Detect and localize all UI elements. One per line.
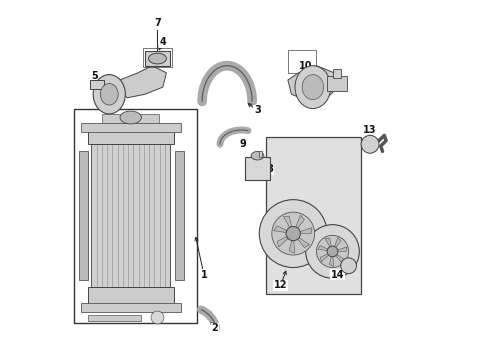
Circle shape [327, 246, 338, 257]
Bar [259, 152, 262, 157]
Bar [79, 152, 88, 280]
Ellipse shape [93, 75, 125, 114]
Circle shape [341, 258, 356, 274]
Circle shape [259, 200, 327, 267]
Text: 1: 1 [200, 270, 207, 280]
Ellipse shape [251, 152, 264, 160]
Ellipse shape [100, 84, 118, 105]
Text: 13: 13 [363, 125, 377, 135]
Polygon shape [288, 66, 338, 102]
Polygon shape [283, 216, 293, 234]
Polygon shape [293, 228, 312, 234]
Bar [288, 50, 317, 73]
Text: 9: 9 [240, 139, 246, 149]
Bar [92, 144, 170, 287]
Text: 6: 6 [101, 87, 108, 98]
Text: 12: 12 [274, 280, 288, 291]
Text: 2: 2 [211, 323, 218, 333]
Polygon shape [277, 234, 293, 247]
Polygon shape [120, 66, 167, 98]
Text: 7: 7 [154, 18, 161, 28]
Bar [88, 315, 142, 321]
Ellipse shape [295, 66, 331, 109]
Polygon shape [293, 234, 310, 248]
Bar [88, 287, 173, 307]
Bar [267, 137, 361, 294]
Circle shape [151, 311, 164, 324]
Polygon shape [333, 238, 341, 251]
Polygon shape [293, 215, 304, 234]
Polygon shape [333, 247, 347, 251]
Text: 3: 3 [254, 105, 261, 115]
Text: 14: 14 [331, 270, 344, 280]
Bar [90, 80, 104, 89]
Bar [88, 125, 173, 144]
Polygon shape [320, 251, 333, 262]
Circle shape [272, 212, 315, 255]
Text: 8: 8 [267, 164, 273, 174]
Bar [145, 51, 170, 66]
Polygon shape [329, 251, 334, 266]
Bar [143, 48, 172, 67]
Text: 4: 4 [159, 37, 166, 48]
Bar [81, 123, 181, 132]
Text: 11: 11 [310, 75, 323, 85]
Bar [245, 157, 270, 180]
Polygon shape [289, 234, 294, 253]
Polygon shape [318, 246, 333, 251]
Polygon shape [274, 226, 293, 234]
Bar [175, 152, 184, 280]
Polygon shape [325, 238, 333, 251]
Bar [327, 76, 347, 91]
Ellipse shape [148, 53, 167, 64]
Text: 5: 5 [92, 71, 98, 81]
Ellipse shape [120, 111, 142, 124]
Circle shape [306, 225, 359, 278]
Text: 10: 10 [299, 61, 313, 71]
Bar [74, 109, 197, 323]
Bar [102, 114, 159, 123]
Polygon shape [333, 251, 345, 262]
Bar [333, 69, 342, 78]
Circle shape [286, 226, 300, 241]
Bar [81, 303, 181, 312]
Circle shape [317, 235, 348, 267]
Ellipse shape [302, 75, 323, 100]
Circle shape [361, 135, 379, 153]
